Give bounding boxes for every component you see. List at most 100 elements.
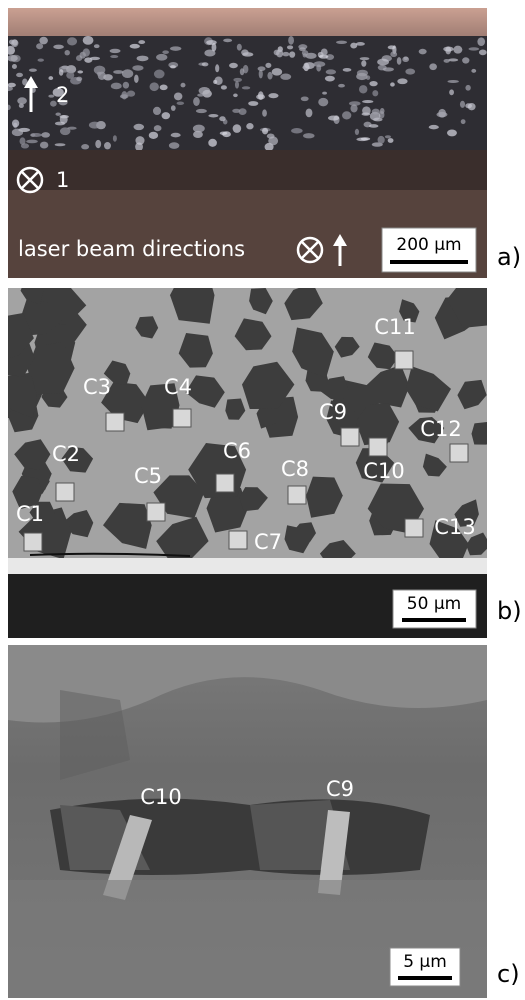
grain: [134, 75, 139, 83]
grain: [325, 76, 335, 82]
grain: [149, 132, 158, 139]
grain: [350, 104, 357, 112]
marker-label: C4: [164, 375, 192, 399]
grain: [383, 67, 394, 71]
grain: [29, 69, 37, 72]
grain: [110, 49, 121, 53]
grain: [26, 140, 38, 144]
grain: [361, 137, 371, 140]
grain: [206, 40, 217, 45]
grain: [12, 64, 17, 69]
grain: [66, 71, 74, 79]
grain: [282, 52, 289, 57]
grain: [372, 109, 380, 115]
grain: [444, 59, 450, 63]
grain: [447, 80, 458, 83]
grain: [67, 37, 77, 45]
grain: [378, 136, 385, 144]
grain: [48, 76, 53, 80]
grain: [135, 142, 143, 151]
grain: [67, 127, 76, 130]
grain: [221, 85, 227, 89]
grain: [469, 47, 480, 50]
scale-bar-label: 200 µm: [396, 235, 461, 255]
pillar: [341, 428, 359, 446]
grain: [94, 66, 105, 75]
grain: [388, 138, 394, 143]
marker-label: C10: [140, 785, 181, 809]
grain: [219, 116, 225, 121]
pillar: [229, 531, 247, 549]
grain: [303, 133, 315, 138]
grain: [246, 123, 253, 129]
grain: [461, 119, 466, 124]
grain: [336, 41, 347, 44]
caption: laser beam directions: [18, 237, 245, 261]
marker-label: C8: [281, 457, 309, 481]
grain: [154, 70, 165, 79]
grain: [104, 142, 111, 149]
marker-label: C7: [254, 530, 282, 554]
grain: [303, 53, 307, 57]
grain: [196, 109, 207, 113]
grain: [276, 49, 283, 57]
grain: [215, 64, 219, 72]
grain: [237, 44, 242, 51]
grain: [377, 59, 389, 66]
grain: [242, 86, 250, 89]
grain: [55, 122, 65, 126]
grain: [193, 97, 200, 106]
grain: [355, 129, 359, 135]
grain: [465, 85, 470, 91]
grain: [360, 57, 370, 60]
pillar: [173, 409, 191, 427]
grain: [59, 69, 64, 76]
marker-label: C3: [83, 375, 111, 399]
grain: [390, 51, 397, 57]
grain: [137, 56, 149, 62]
pillar: [369, 438, 387, 456]
grain: [316, 64, 321, 71]
grain: [287, 45, 293, 49]
panel-label: c): [497, 960, 520, 988]
grain: [110, 55, 118, 58]
marker-label: C9: [319, 400, 347, 424]
grain: [30, 133, 42, 137]
pillar: [395, 351, 413, 369]
panel-label: a): [497, 243, 521, 271]
grain: [6, 105, 11, 110]
grain: [362, 100, 373, 103]
grain: [12, 119, 19, 127]
grain: [8, 83, 16, 87]
grain: [83, 36, 94, 45]
grain: [239, 108, 247, 115]
marker-label: C12: [420, 417, 461, 441]
grain: [170, 65, 176, 68]
grain: [262, 109, 267, 116]
grain: [174, 92, 182, 100]
grain: [322, 92, 327, 95]
grain: [127, 91, 135, 97]
scale-bar-label: 50 µm: [407, 594, 461, 614]
grain: [356, 42, 365, 46]
grain: [39, 37, 48, 45]
grain: [77, 70, 83, 73]
marker-label: C9: [326, 777, 354, 801]
grain: [11, 39, 18, 47]
grain: [361, 60, 366, 66]
grain: [479, 50, 487, 56]
grain: [453, 46, 462, 54]
marker-label: C6: [223, 439, 251, 463]
panel-c: [8, 645, 487, 998]
grain: [258, 66, 266, 71]
grain: [40, 142, 48, 149]
grain: [48, 95, 54, 98]
figure: 2 1 laser beam directions 200 µm a) C1C2…: [0, 0, 525, 1000]
pillar: [56, 483, 74, 501]
grain: [199, 87, 211, 94]
grain: [436, 112, 447, 117]
grain: [160, 85, 168, 91]
grain: [130, 44, 140, 49]
grain: [306, 108, 313, 117]
grain: [280, 74, 291, 80]
